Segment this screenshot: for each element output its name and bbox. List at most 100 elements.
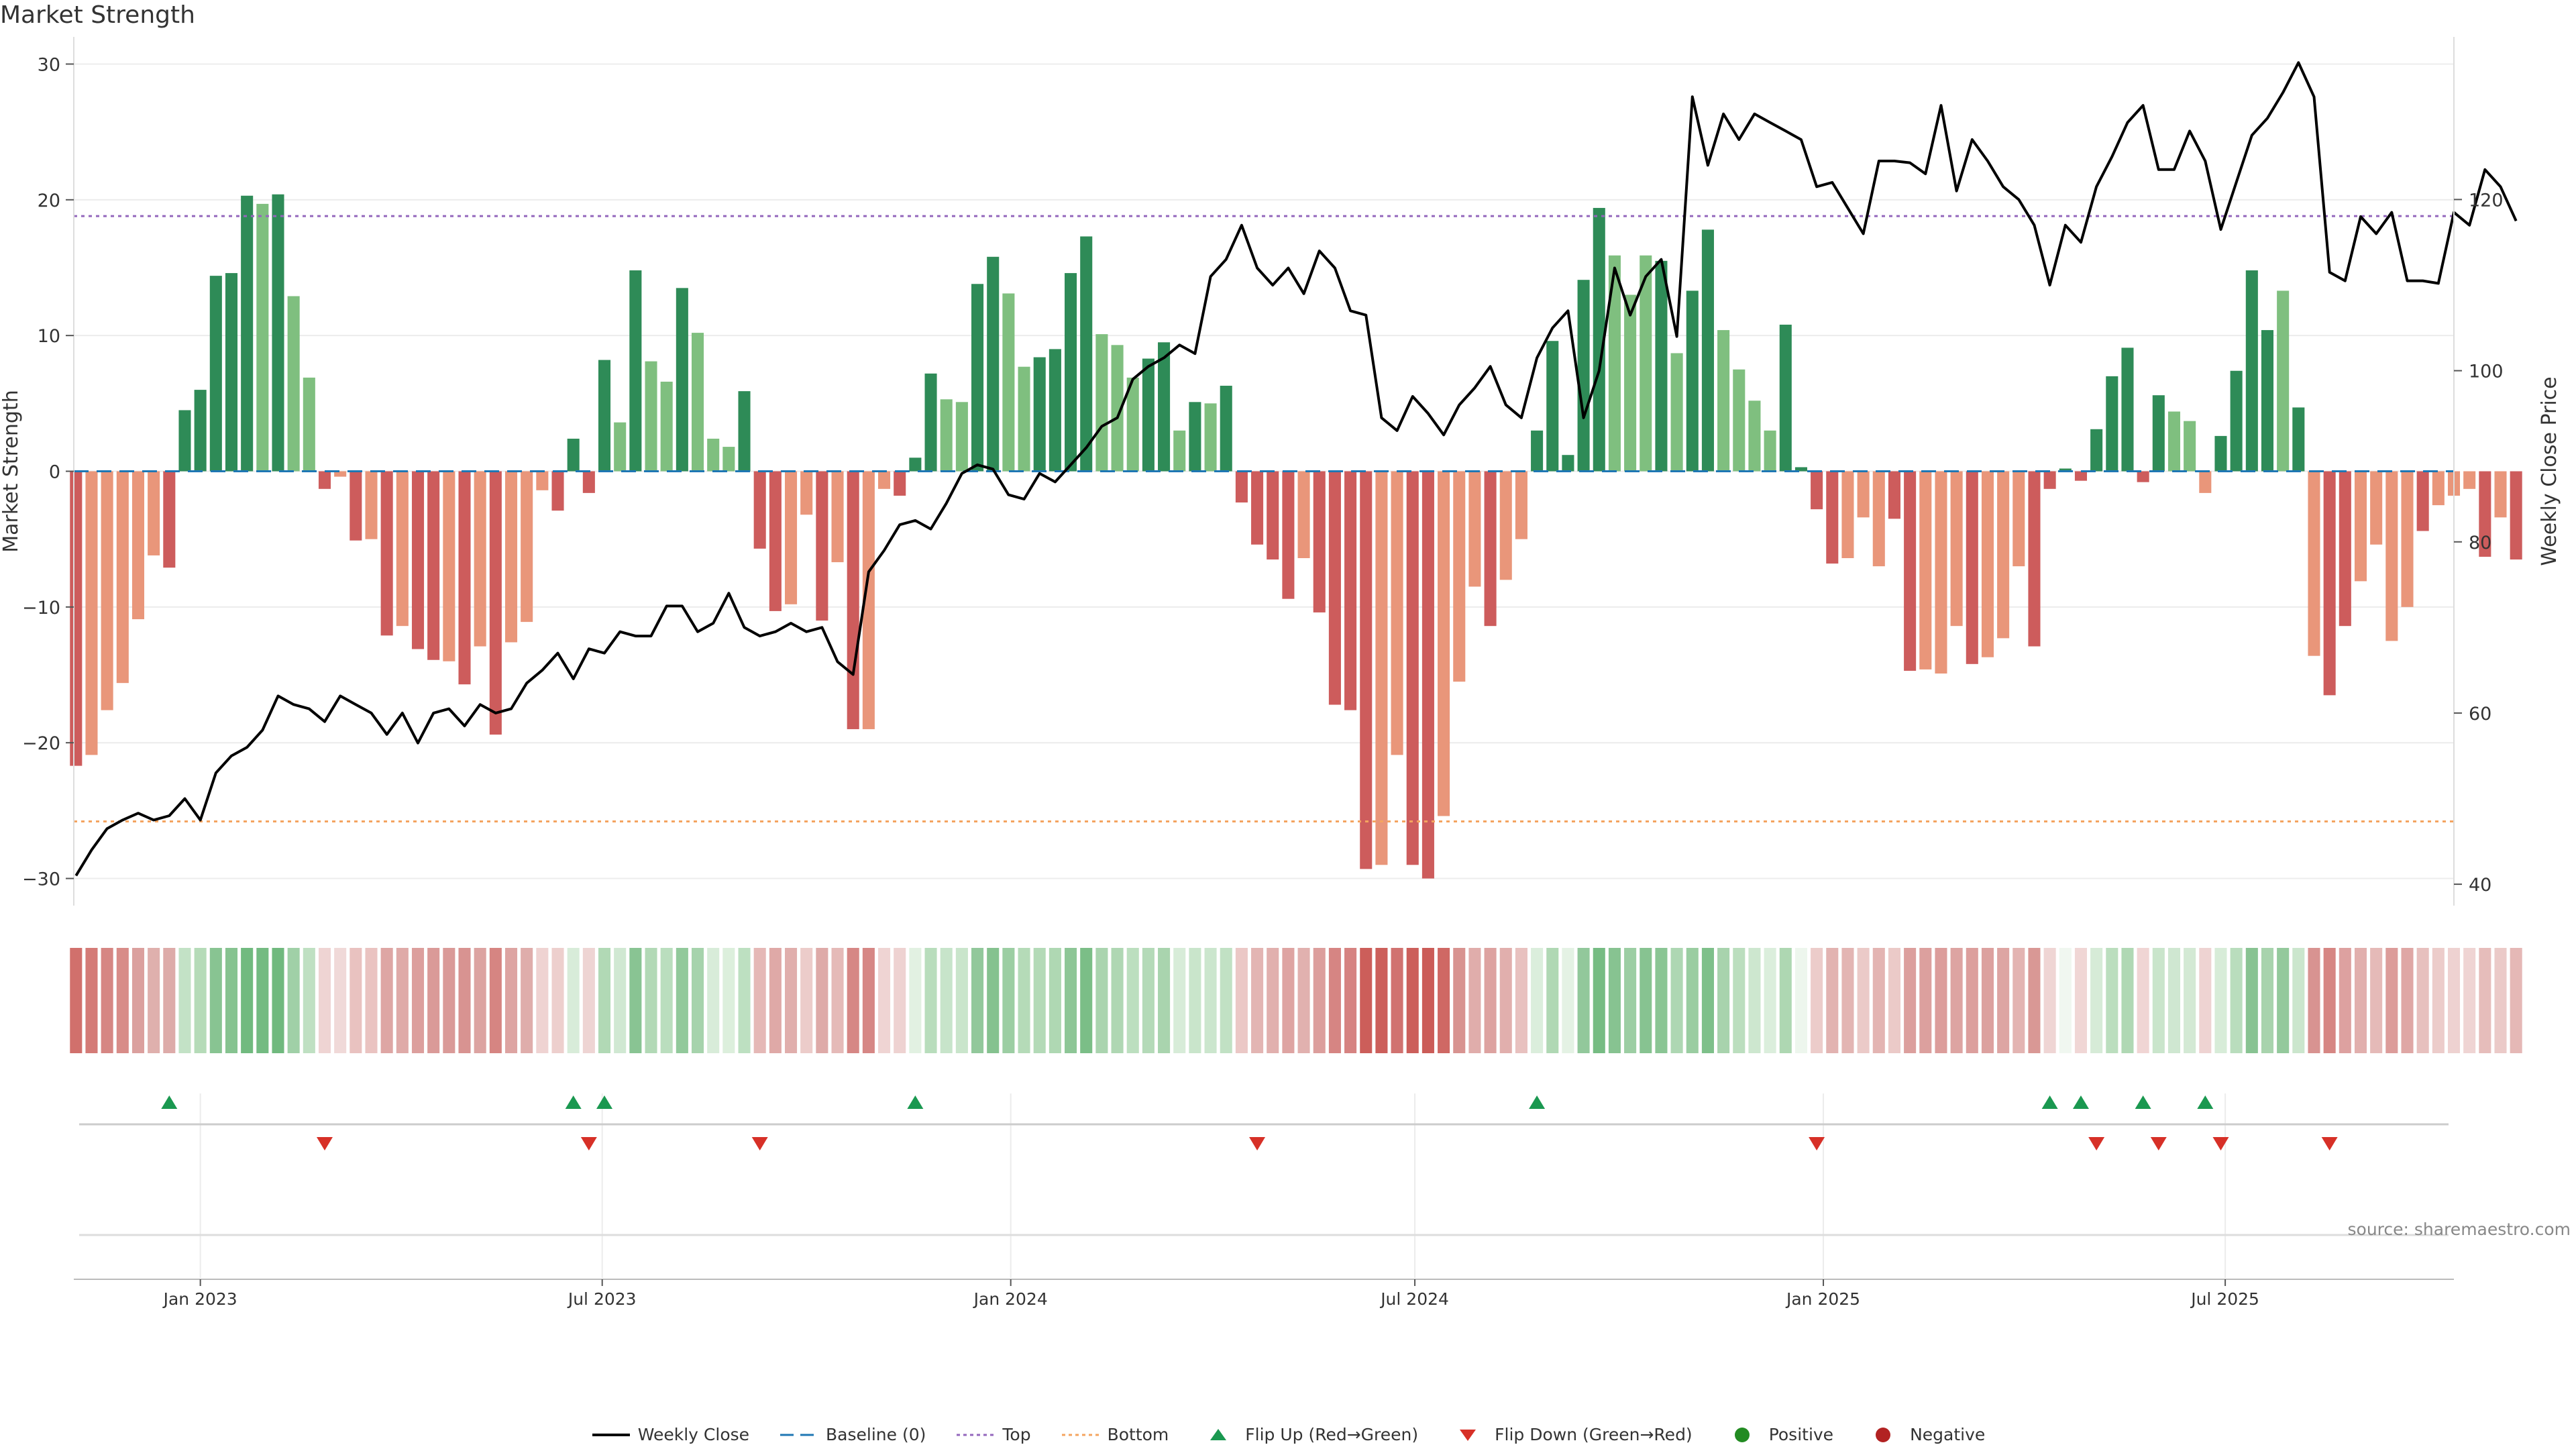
- heat-cell: [489, 948, 502, 1053]
- strength-bar: [909, 458, 922, 472]
- strength-bar: [2277, 290, 2290, 472]
- heat-cell: [629, 948, 642, 1053]
- heat-cell: [1018, 948, 1030, 1053]
- heat-cell: [1515, 948, 1527, 1053]
- heat-cell: [2121, 948, 2134, 1053]
- strength-bar: [2106, 376, 2118, 472]
- strength-bar: [1950, 471, 1963, 627]
- chart-title: Market Strength: [0, 1, 195, 29]
- strength-bar: [178, 410, 191, 472]
- strength-bar: [1764, 430, 1776, 472]
- heat-cell: [1872, 948, 1885, 1053]
- strength-bar: [1158, 342, 1171, 472]
- heat-cell: [738, 948, 751, 1053]
- strength-bar: [1018, 366, 1030, 472]
- strength-bar: [1438, 471, 1450, 816]
- bottom-legend-icon: [1061, 1434, 1099, 1436]
- strength-bar: [148, 471, 160, 555]
- y-tick-label: −30: [22, 869, 60, 890]
- strength-bar: [365, 471, 378, 539]
- heat-cell: [1764, 948, 1776, 1053]
- strength-bar: [2339, 471, 2351, 627]
- heat-cell: [1375, 948, 1388, 1053]
- heat-cell: [614, 948, 627, 1053]
- heat-cell: [924, 948, 937, 1053]
- heat-cell: [971, 948, 984, 1053]
- strength-bar: [1701, 229, 1714, 472]
- heat-cell: [1562, 948, 1574, 1053]
- heat-cell: [784, 948, 798, 1053]
- heat-cell: [1158, 948, 1171, 1053]
- heat-cell: [178, 948, 191, 1053]
- strength-bar: [2308, 471, 2320, 656]
- strength-bar: [1080, 236, 1093, 472]
- strength-bar: [878, 471, 891, 489]
- strength-bar: [101, 471, 113, 710]
- heat-cell: [1733, 948, 1746, 1053]
- strength-bar: [303, 377, 315, 472]
- strength-bar: [458, 471, 471, 685]
- strength-bar: [707, 438, 720, 472]
- heat-cell: [2137, 948, 2149, 1053]
- legend-label: Negative: [1910, 1425, 1986, 1444]
- strength-bar: [2416, 471, 2429, 531]
- strength-bar: [1624, 294, 1637, 472]
- strength-bar: [2245, 270, 2258, 472]
- legend-item-baseline: Baseline (0): [779, 1425, 926, 1444]
- heat-cell: [1267, 948, 1279, 1053]
- heat-cell: [1080, 948, 1093, 1053]
- strength-bar: [676, 288, 688, 472]
- flip-down-marker: [580, 1137, 597, 1150]
- strength-bar: [629, 270, 642, 472]
- strength-bar: [396, 471, 409, 627]
- strength-bar: [1189, 402, 1201, 472]
- y2-tick-label: 60: [2469, 704, 2491, 724]
- strength-bar: [753, 471, 766, 549]
- heat-cell: [769, 948, 782, 1053]
- strength-bar: [2354, 471, 2367, 582]
- heat-cell: [1189, 948, 1201, 1053]
- heat-cell: [1126, 948, 1139, 1053]
- strength-bar: [443, 471, 455, 661]
- strength-bar: [1049, 349, 1061, 472]
- strength-bar: [1065, 273, 1077, 472]
- strength-bar: [1686, 290, 1699, 472]
- strength-bar: [1966, 471, 1978, 664]
- heat-cell: [2214, 948, 2227, 1053]
- flip-down-marker: [1249, 1137, 1266, 1150]
- strength-bar: [660, 381, 673, 472]
- flip-up-marker: [1529, 1095, 1546, 1109]
- heat-cell: [1297, 948, 1310, 1053]
- strength-bar: [1748, 400, 1761, 472]
- heat-cell: [800, 948, 813, 1053]
- heat-cell: [2494, 948, 2507, 1053]
- heat-cell: [2354, 948, 2367, 1053]
- heat-cell: [2028, 948, 2041, 1053]
- strength-bar: [722, 447, 735, 472]
- strength-bar: [1919, 471, 1932, 669]
- heat-cell: [1095, 948, 1108, 1053]
- heat-cell: [1640, 948, 1652, 1053]
- heat-cell: [1438, 948, 1450, 1053]
- flip-down-marker: [1809, 1137, 1825, 1150]
- heat-cell: [241, 948, 254, 1053]
- strength-bar: [1515, 471, 1527, 539]
- price-line: [74, 61, 2518, 877]
- strength-bar: [816, 471, 828, 621]
- heat-cell: [163, 948, 176, 1053]
- weekly_close-legend-icon: [592, 1433, 630, 1436]
- heat-cell: [2090, 948, 2103, 1053]
- strength-bar: [940, 399, 953, 472]
- heat-cell: [1204, 948, 1217, 1053]
- strength-bar: [738, 391, 751, 472]
- heat-cell: [287, 948, 300, 1053]
- flip-down-marker: [2150, 1137, 2167, 1150]
- strength-bar: [1126, 377, 1139, 472]
- strength-bar: [163, 471, 176, 568]
- strength-bar: [1002, 293, 1015, 472]
- strength-bar: [1220, 386, 1232, 472]
- heat-cell: [676, 948, 688, 1053]
- heat-cell: [504, 948, 518, 1053]
- strength-bar: [536, 471, 549, 490]
- strength-bar: [2184, 421, 2196, 472]
